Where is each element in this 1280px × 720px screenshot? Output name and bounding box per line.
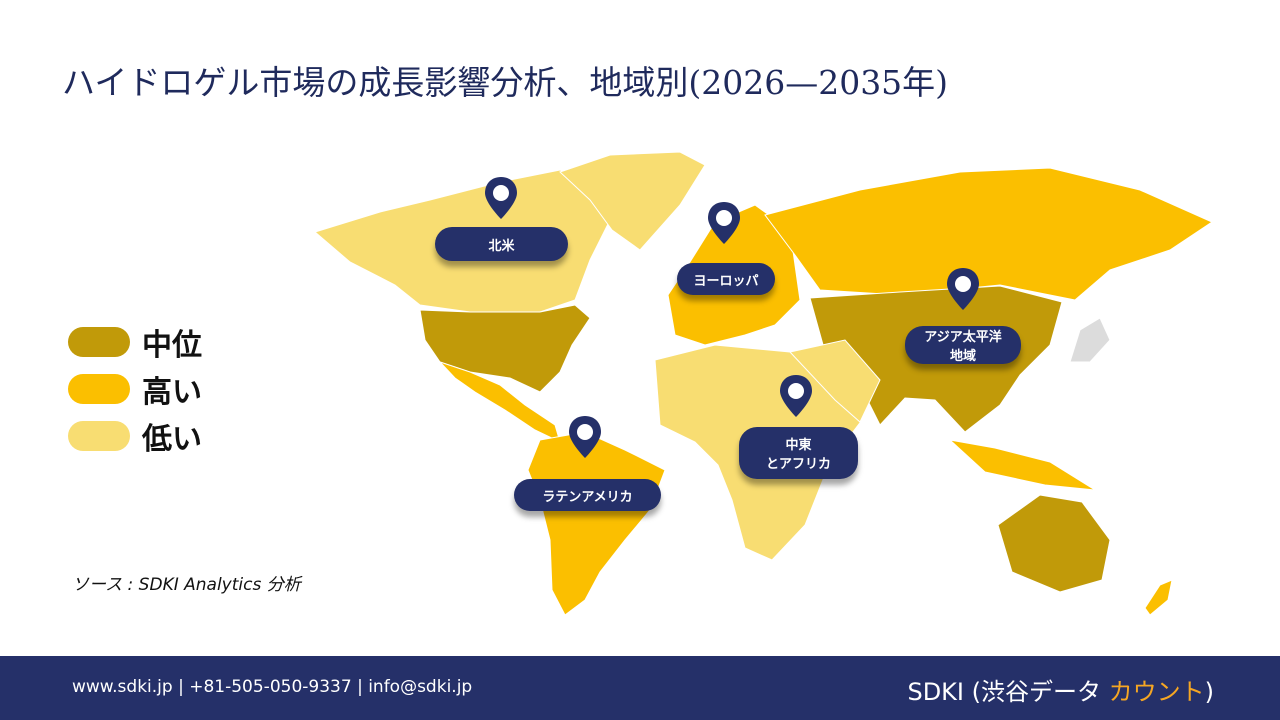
countries: [313, 151, 1214, 616]
legend-item: 高い: [68, 367, 202, 411]
location-pin: [567, 414, 603, 460]
brand-close: ): [1204, 678, 1214, 706]
region-label: ヨーロッパ: [677, 263, 775, 295]
region-label: アジア太平洋 地域: [905, 326, 1021, 364]
japan: [1069, 317, 1111, 363]
legend-swatch: [68, 421, 130, 451]
russia: [764, 167, 1214, 301]
world-map: [313, 151, 1214, 616]
southeast-asia: [948, 439, 1096, 491]
region-label: 北米: [435, 227, 568, 261]
region-label-line: 地域: [949, 349, 976, 364]
location-pin: [483, 175, 519, 221]
pin-icon: [947, 268, 979, 310]
legend-label: 中位: [142, 328, 202, 363]
pin-icon: [708, 202, 740, 244]
legend-label: 低い: [142, 422, 202, 457]
pin-icon: [485, 177, 517, 219]
greenland: [559, 151, 706, 251]
location-pin: [945, 266, 981, 312]
title: ハイドロゲル市場の成長影響分析、地域別(2026—2035年): [62, 63, 949, 102]
brand-highlight: カウント: [1108, 678, 1205, 706]
legend-swatch: [68, 374, 130, 404]
source: ソース : SDKI Analytics 分析: [72, 575, 301, 595]
region-label: 中東 とアフリカ: [739, 427, 858, 479]
region-label: ラテンアメリカ: [514, 479, 661, 511]
legend-item: 低い: [68, 414, 202, 458]
legend-item: 中位: [68, 320, 202, 364]
pin-icon: [780, 375, 812, 417]
region-label-line: ヨーロッパ: [693, 273, 759, 289]
region-label-line: アジア太平洋: [924, 330, 1002, 345]
brand-name: SDKI (渋谷データ: [907, 678, 1109, 706]
legend-swatch: [68, 327, 130, 357]
region-label-line: 北米: [488, 238, 515, 254]
new-zealand: [1144, 579, 1173, 616]
contact: www.sdki.jp | +81-505-050-9337 | info@sd…: [72, 677, 473, 697]
location-pin: [706, 200, 742, 246]
middle-east: [789, 339, 881, 423]
australia: [997, 494, 1111, 593]
region-label-line: とアフリカ: [765, 457, 831, 472]
pin-icon: [569, 416, 601, 458]
brand: SDKI (渋谷データ カウント): [907, 672, 1214, 707]
usa: [419, 304, 591, 393]
region-label-line: 中東: [785, 438, 812, 453]
legend-label: 高い: [142, 375, 202, 410]
location-pin: [778, 373, 814, 419]
footer: www.sdki.jp | +81-505-050-9337 | info@sd…: [0, 656, 1280, 720]
region-label-line: ラテンアメリカ: [542, 489, 633, 505]
